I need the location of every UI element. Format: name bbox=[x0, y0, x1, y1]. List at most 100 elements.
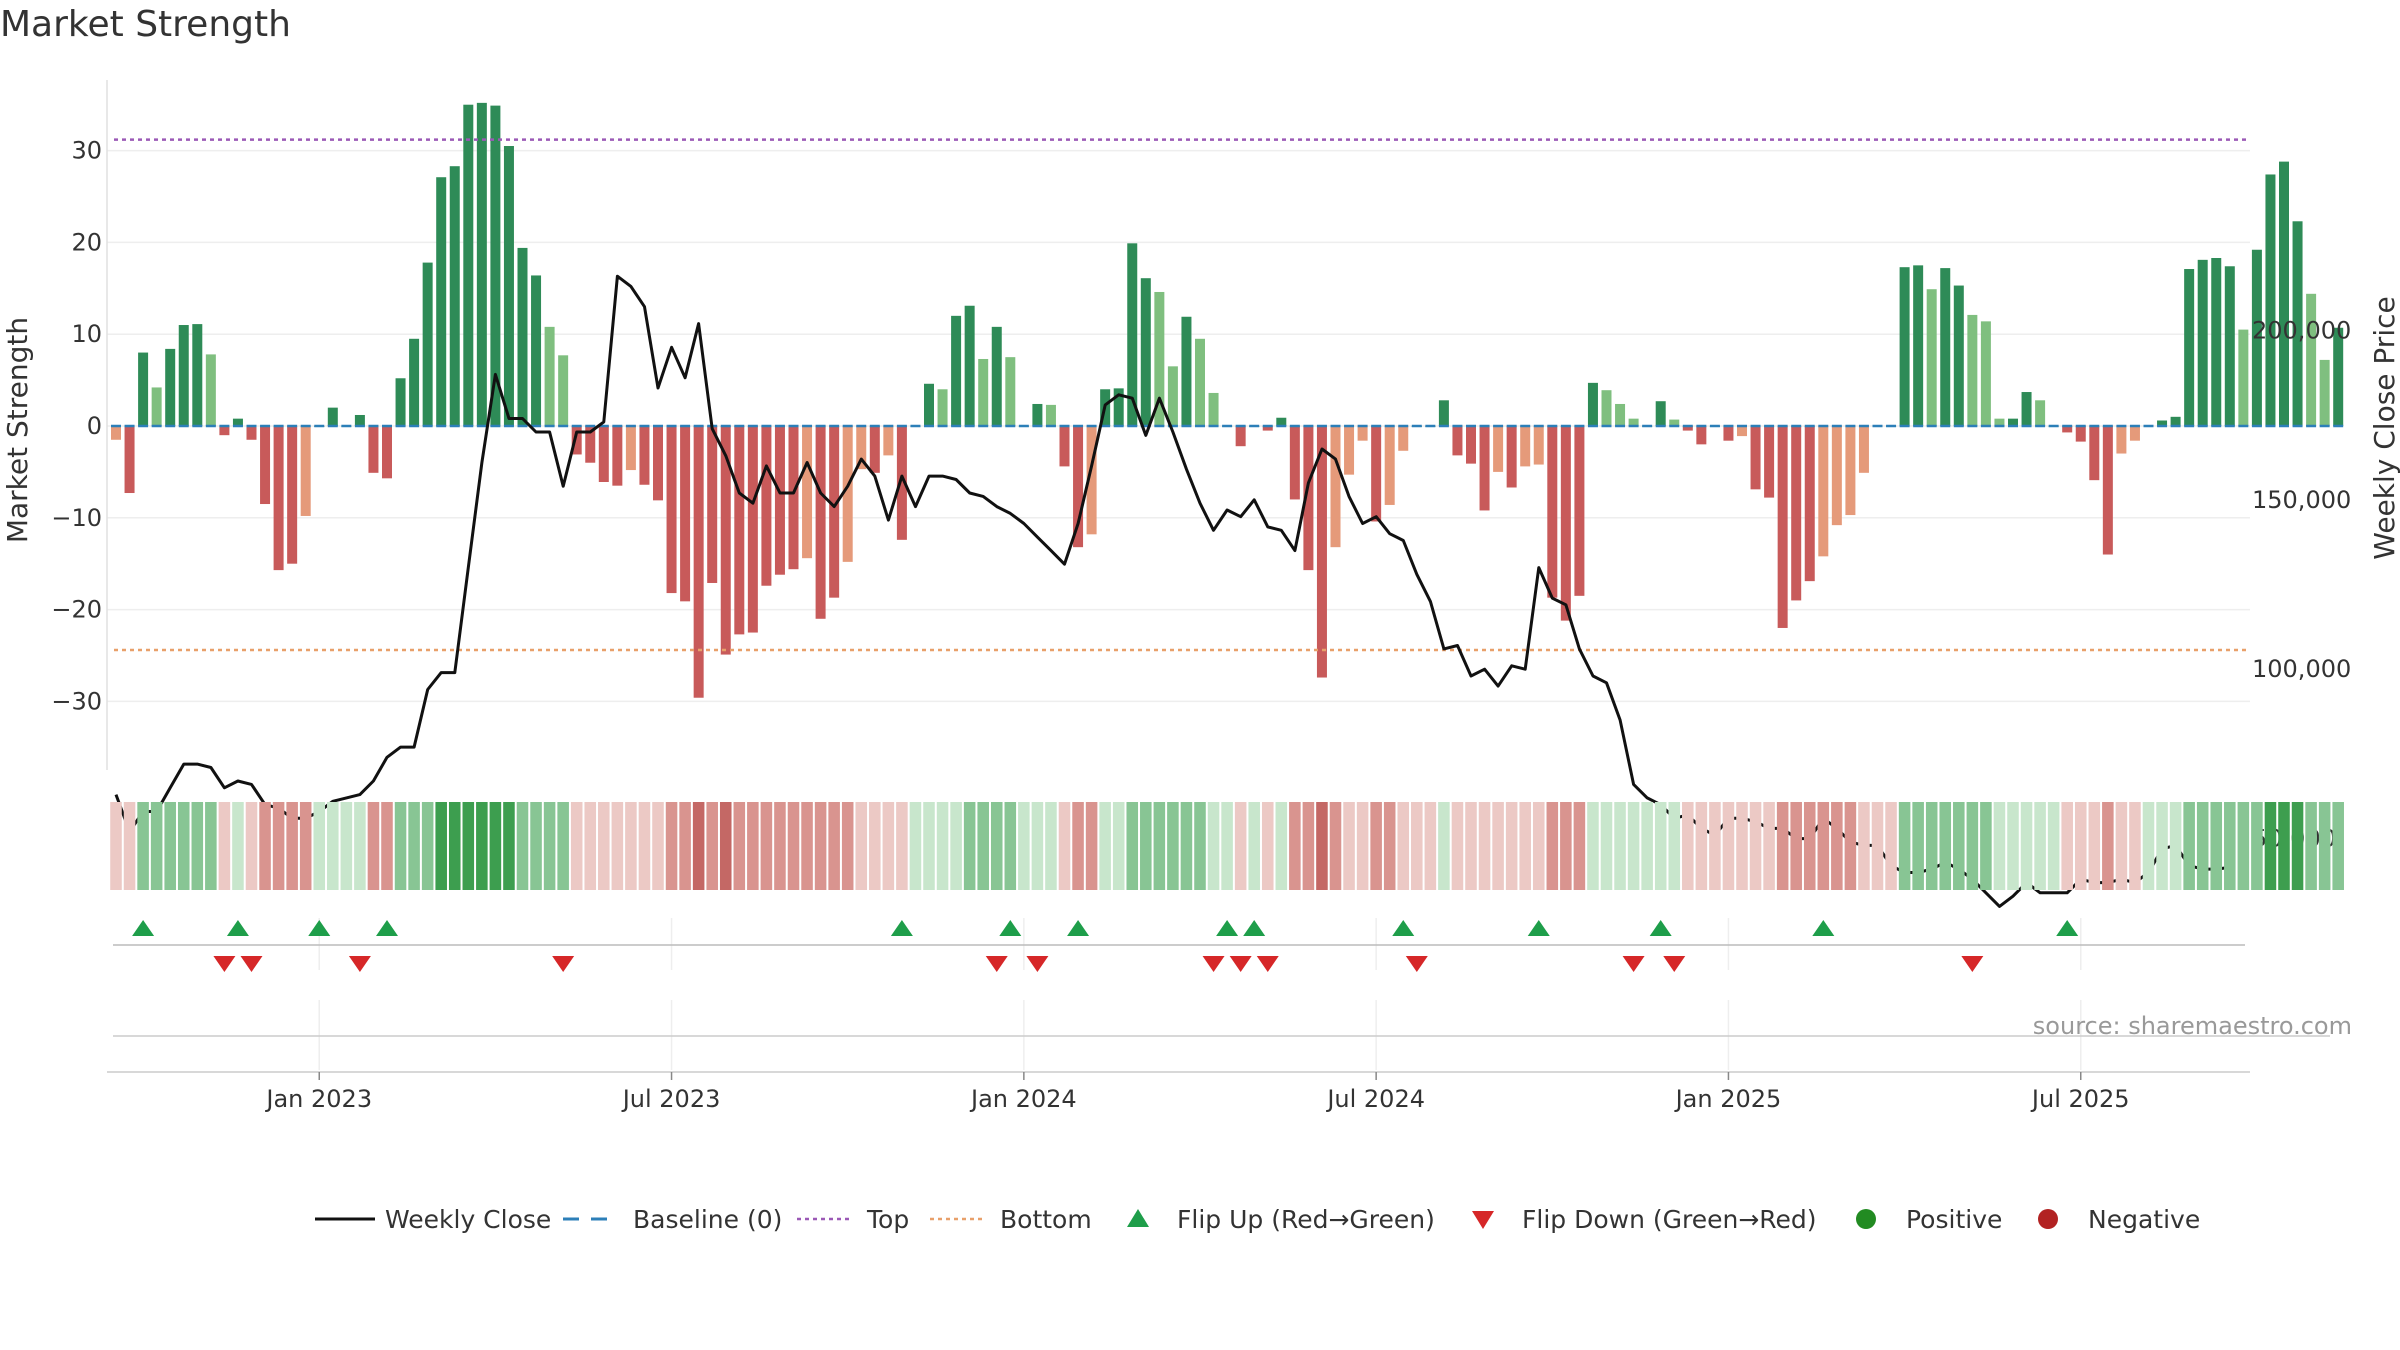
strength-bar bbox=[1330, 426, 1341, 548]
strength-bar bbox=[639, 426, 650, 485]
strength-bars bbox=[111, 102, 2344, 698]
reference-lines bbox=[111, 138, 2344, 652]
regime-cell bbox=[394, 802, 407, 890]
y-tick-label: −30 bbox=[51, 687, 102, 715]
regime-cell bbox=[1072, 802, 1084, 890]
regime-cell bbox=[855, 802, 868, 890]
strength-bar bbox=[205, 354, 216, 426]
regime-cell bbox=[1654, 802, 1667, 890]
regime-cell bbox=[774, 802, 786, 890]
regime-cell bbox=[638, 802, 651, 890]
strength-bar bbox=[354, 414, 365, 426]
strength-bar bbox=[598, 426, 609, 482]
regime-cell bbox=[435, 802, 447, 890]
strength-bar bbox=[476, 102, 487, 426]
regime-cell bbox=[1438, 802, 1450, 890]
strength-bar bbox=[1276, 417, 1287, 426]
regime-cell bbox=[990, 802, 1003, 890]
strength-bar bbox=[1845, 426, 1856, 516]
regime-cell bbox=[1546, 802, 1559, 890]
regime-cell bbox=[1966, 802, 1979, 890]
regime-cell bbox=[150, 802, 163, 890]
flip-up-marker bbox=[1392, 920, 1415, 936]
strength-bar bbox=[1587, 382, 1598, 426]
flip-up-marker bbox=[226, 920, 249, 936]
legend-label: Positive bbox=[1906, 1205, 2002, 1234]
strength-bar bbox=[1384, 426, 1395, 505]
regime-cell bbox=[2291, 802, 2304, 890]
strength-bar bbox=[422, 262, 433, 426]
strength-bar bbox=[1073, 426, 1084, 548]
strength-bar bbox=[1357, 426, 1368, 441]
chart-title: Market Strength bbox=[0, 4, 291, 45]
strength-bar bbox=[1737, 426, 1747, 437]
regime-cell bbox=[1478, 802, 1491, 890]
regime-cell bbox=[313, 802, 326, 890]
strength-bar bbox=[1560, 426, 1571, 621]
regime-cell bbox=[476, 802, 488, 890]
strength-bar bbox=[1533, 426, 1544, 465]
regime-cell bbox=[1140, 802, 1152, 890]
regime-cell bbox=[963, 802, 976, 890]
strength-bar bbox=[368, 426, 379, 473]
strength-bar bbox=[1398, 426, 1409, 451]
strength-bar bbox=[2224, 266, 2235, 426]
regime-cell bbox=[381, 802, 393, 890]
strength-bar bbox=[829, 426, 840, 598]
regime-cell bbox=[232, 802, 244, 890]
source-label: source: sharemaestro.com bbox=[2033, 1012, 2352, 1040]
regime-cell bbox=[747, 802, 759, 890]
regime-cell bbox=[2034, 802, 2046, 890]
y-axis-label: Market Strength bbox=[1, 317, 34, 543]
y-tick-label: 10 bbox=[71, 320, 102, 348]
strength-bar bbox=[1615, 403, 1626, 426]
regime-cell bbox=[1302, 802, 1315, 890]
flip-down-marker bbox=[1256, 956, 1279, 972]
regime-cell bbox=[1709, 802, 1721, 890]
strength-bar bbox=[1723, 426, 1734, 441]
y2-axis-label: Weekly Close Price bbox=[2368, 296, 2400, 559]
strength-bar bbox=[544, 326, 555, 426]
strength-bar bbox=[2292, 221, 2303, 426]
regime-cell bbox=[1980, 802, 1992, 890]
regime-cell bbox=[1871, 802, 1884, 890]
strength-bar bbox=[1059, 426, 1070, 467]
regime-cell bbox=[1641, 802, 1653, 890]
strength-bar bbox=[1764, 426, 1775, 498]
strength-bar bbox=[2333, 327, 2344, 426]
legend-item: Bottom bbox=[930, 1205, 1092, 1234]
strength-bar bbox=[232, 418, 243, 426]
regime-cell bbox=[1031, 802, 1044, 890]
regime-cell bbox=[1343, 802, 1355, 890]
flip-down-marker bbox=[1961, 956, 1984, 972]
regime-cell bbox=[1207, 802, 1220, 890]
flip-down-marker bbox=[1663, 956, 1686, 972]
regime-cell bbox=[1383, 802, 1396, 890]
regime-cell bbox=[164, 802, 176, 890]
regime-cell bbox=[205, 802, 217, 890]
strength-bar bbox=[1303, 426, 1314, 571]
strength-bar bbox=[2251, 249, 2262, 426]
strength-bar bbox=[436, 177, 447, 426]
strength-bar bbox=[273, 426, 284, 571]
legend-label: Bottom bbox=[1000, 1205, 1092, 1234]
y-tick-label: −10 bbox=[51, 504, 102, 532]
regime-cell bbox=[570, 802, 583, 890]
regime-cell bbox=[2061, 802, 2073, 890]
strength-bar bbox=[1520, 426, 1531, 467]
regime-cell bbox=[1370, 802, 1382, 890]
regime-cell bbox=[218, 802, 231, 890]
regime-cell bbox=[814, 802, 827, 890]
regime-cell bbox=[1261, 802, 1274, 890]
flip-up-marker bbox=[132, 920, 155, 936]
regime-cell bbox=[1627, 802, 1640, 890]
regime-cell bbox=[1668, 802, 1681, 890]
regime-cell bbox=[1519, 802, 1531, 890]
regime-cell bbox=[421, 802, 434, 890]
y2-tick-label: 200,000 bbox=[2252, 316, 2351, 344]
regime-cell bbox=[1587, 802, 1599, 890]
regime-cell bbox=[1397, 802, 1410, 890]
regime-cell bbox=[828, 802, 840, 890]
strength-bar bbox=[382, 426, 392, 479]
strength-bar bbox=[1235, 426, 1246, 447]
